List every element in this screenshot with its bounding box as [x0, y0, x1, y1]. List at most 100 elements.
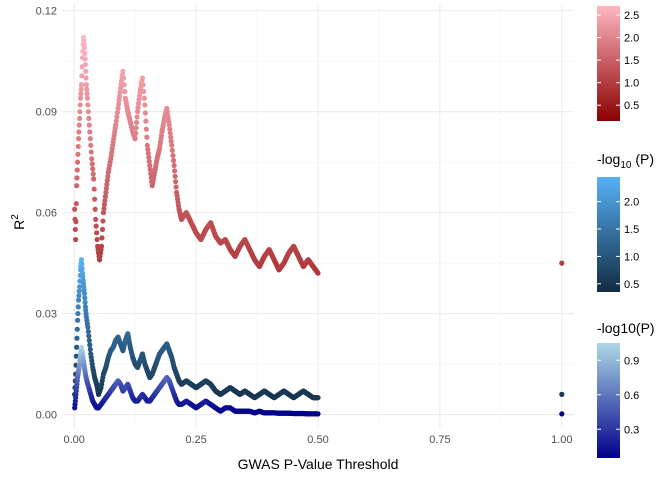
data-point — [133, 125, 139, 131]
data-point — [75, 310, 81, 317]
data-point — [75, 304, 81, 310]
legend-title: -log10(P) — [597, 320, 655, 336]
data-point — [84, 95, 90, 101]
data-point — [84, 91, 90, 97]
data-point — [74, 344, 80, 350]
data-point — [90, 171, 96, 177]
data-point — [315, 411, 321, 417]
data-point — [75, 297, 82, 303]
data-point — [121, 82, 127, 88]
data-point — [99, 235, 105, 241]
data-point — [103, 189, 109, 196]
data-point — [145, 150, 151, 157]
y-axis-title-sup: 2 — [10, 214, 21, 220]
data-point — [172, 173, 178, 179]
data-point — [86, 337, 92, 344]
y-axis-title-text: R — [11, 220, 27, 230]
data-point — [315, 395, 321, 401]
legend-tick-label: 0.9 — [624, 355, 639, 367]
data-point — [77, 109, 83, 115]
x-tick-label: 0.00 — [63, 434, 84, 446]
data-point — [85, 328, 91, 335]
data-point — [85, 324, 91, 330]
legend-0: 0.5 1.0 1.5 2.0 2.5 — [597, 6, 639, 121]
data-point — [76, 122, 82, 128]
data-point — [82, 56, 88, 62]
legend-title: -log10 (P) — [597, 151, 654, 171]
data-point — [72, 206, 78, 212]
data-point — [101, 201, 108, 208]
data-point — [102, 193, 108, 200]
data-point — [113, 122, 119, 128]
data-point — [105, 173, 111, 179]
data-point — [167, 126, 173, 132]
data-point — [76, 115, 83, 122]
data-point — [88, 142, 94, 148]
data-point — [81, 45, 88, 51]
data-point — [91, 176, 97, 182]
data-point — [172, 168, 178, 174]
data-point — [101, 206, 107, 212]
series-red — [72, 35, 565, 276]
data-point — [74, 326, 80, 332]
data-point — [87, 346, 93, 353]
data-point — [100, 218, 106, 224]
data-point — [104, 181, 110, 187]
data-point — [146, 158, 152, 165]
data-point — [170, 152, 176, 159]
data-point — [77, 102, 83, 108]
data-point — [140, 82, 146, 88]
data-point — [144, 134, 150, 140]
legend-colorbar — [597, 343, 620, 458]
data-point — [114, 109, 121, 116]
data-point — [85, 109, 91, 115]
data-point — [133, 130, 139, 136]
data-point — [132, 136, 138, 142]
data-point — [117, 89, 123, 95]
data-point — [93, 216, 99, 222]
data-point — [86, 122, 92, 128]
data-point — [76, 129, 82, 135]
data-point — [82, 50, 88, 56]
data-point — [87, 136, 93, 142]
data-point — [99, 226, 106, 233]
data-point — [73, 201, 79, 207]
legend-tick-label: 0.5 — [624, 100, 639, 112]
legend-tick-label: 2.5 — [624, 10, 639, 22]
data-point — [87, 129, 93, 135]
data-point — [74, 183, 80, 189]
data-point — [90, 166, 96, 172]
legend-tick-label: 2.0 — [624, 33, 639, 45]
data-point — [72, 226, 78, 233]
data-point — [83, 75, 89, 81]
data-point — [116, 93, 123, 99]
data-point — [146, 154, 152, 161]
data-point — [74, 167, 80, 173]
data-point — [79, 73, 85, 79]
data-point — [83, 82, 89, 88]
data-point — [84, 86, 90, 92]
scatter-points — [72, 35, 565, 417]
data-point — [78, 86, 84, 92]
data-point — [91, 186, 97, 192]
data-point — [73, 236, 79, 243]
legend-2: -log10(P) 0.3 0.6 0.9 — [597, 320, 655, 458]
data-point — [78, 82, 85, 88]
data-point — [122, 88, 128, 95]
data-point — [559, 391, 565, 397]
legend-1: -log10 (P) 0.5 1.0 1.5 2.0 — [597, 151, 654, 292]
data-point — [93, 223, 99, 229]
legend-tick-label: 1.0 — [624, 251, 639, 263]
data-point — [142, 102, 148, 108]
data-point — [76, 293, 82, 299]
legend-tick-label: 0.3 — [624, 424, 639, 436]
series-blue — [72, 257, 565, 401]
data-point — [120, 75, 127, 81]
legend-tick-label: 2.0 — [624, 197, 639, 209]
legend-colorbar — [597, 6, 620, 121]
data-point — [171, 162, 177, 169]
data-point — [103, 185, 109, 192]
x-axis-title: GWAS P-Value Threshold — [238, 456, 399, 472]
data-point — [141, 95, 147, 101]
legend-tick-label: 1.0 — [624, 78, 639, 90]
